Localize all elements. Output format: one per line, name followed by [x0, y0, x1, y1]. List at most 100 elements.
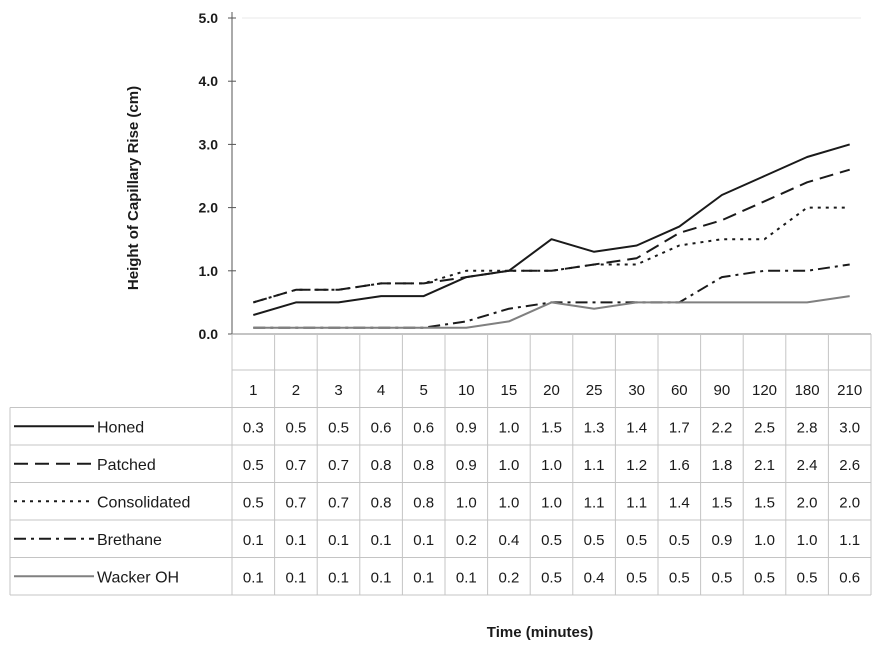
series-line-consolidated: [253, 206, 850, 304]
data-label: 1.0: [541, 494, 562, 511]
data-label: 2.0: [797, 494, 818, 511]
legend-label: Consolidated: [97, 494, 190, 511]
data-label: 1.1: [839, 532, 860, 549]
y-tick-label: 0.0: [199, 326, 219, 342]
data-label: 0.6: [839, 569, 860, 586]
data-label: 0.8: [371, 494, 392, 511]
legend-label: Brethane: [97, 532, 162, 549]
y-axis-title: Height of Capillary Rise (cm): [125, 86, 142, 290]
data-label: 0.4: [584, 569, 605, 586]
data-label: 1.6: [669, 457, 690, 474]
data-label: 1.3: [584, 419, 605, 436]
data-label: 0.9: [456, 419, 477, 436]
data-label: 1.1: [584, 494, 605, 511]
y-tick-label: 4.0: [199, 73, 219, 89]
data-label: 0.7: [285, 457, 306, 474]
plot-lines: [253, 143, 850, 329]
data-label: 0.5: [754, 569, 775, 586]
legend-label: Wacker OH: [97, 569, 179, 586]
x-category-label: 25: [586, 382, 603, 399]
data-label: 0.1: [371, 532, 392, 549]
data-label: 0.5: [243, 457, 264, 474]
data-label: 0.1: [413, 569, 434, 586]
data-label: 1.0: [498, 457, 519, 474]
data-label: 0.6: [413, 419, 434, 436]
data-label: 0.5: [328, 419, 349, 436]
data-label: 0.7: [328, 457, 349, 474]
y-tick-label: 3.0: [199, 136, 219, 152]
data-table-grid: [9, 333, 872, 596]
data-label: 1.7: [669, 419, 690, 436]
data-label: 2.2: [711, 419, 732, 436]
data-label: 1.5: [541, 419, 562, 436]
x-category-label: 15: [501, 382, 518, 399]
x-category-label: 5: [420, 382, 428, 399]
data-label: 0.1: [285, 569, 306, 586]
data-label: 2.6: [839, 457, 860, 474]
y-axis: 0.0 1.0 2.0 3.0 4.0 5.0: [199, 10, 861, 342]
x-category-label: 3: [334, 382, 342, 399]
x-category-label: 180: [795, 382, 820, 399]
data-label: 0.3: [243, 419, 264, 436]
data-label: 2.5: [754, 419, 775, 436]
data-label: 0.8: [413, 494, 434, 511]
data-label: 0.1: [328, 569, 349, 586]
series-line-brethane: [253, 263, 850, 329]
data-label: 1.8: [711, 457, 732, 474]
x-category-label: 2: [292, 382, 300, 399]
data-label: 0.4: [498, 532, 519, 549]
data-label: 1.4: [669, 494, 690, 511]
y-tick-label: 2.0: [199, 200, 219, 216]
data-label: 0.9: [711, 532, 732, 549]
x-category-label: 4: [377, 382, 385, 399]
x-category-label: 210: [837, 382, 862, 399]
x-category-label: 30: [628, 382, 645, 399]
x-category-label: 60: [671, 382, 688, 399]
data-label: 0.5: [626, 569, 647, 586]
data-label: 3.0: [839, 419, 860, 436]
data-label: 1.4: [626, 419, 647, 436]
data-label: 0.1: [285, 532, 306, 549]
data-label: 1.0: [498, 419, 519, 436]
data-label: 1.5: [754, 494, 775, 511]
data-label: 0.1: [328, 532, 349, 549]
data-label: 1.1: [626, 494, 647, 511]
data-label: 0.5: [669, 532, 690, 549]
data-label: 0.1: [413, 532, 434, 549]
data-label: 1.0: [541, 457, 562, 474]
data-label: 0.5: [541, 532, 562, 549]
legend: Honed Patched Consolidated Brethane Wacker O…: [14, 419, 190, 586]
data-label: 0.7: [285, 494, 306, 511]
data-label: 1.0: [456, 494, 477, 511]
legend-label: Honed: [97, 419, 144, 436]
x-category-label: 10: [458, 382, 475, 399]
data-label: 1.0: [498, 494, 519, 511]
data-label: 0.1: [243, 532, 264, 549]
data-label: 0.7: [328, 494, 349, 511]
data-label: 2.4: [797, 457, 818, 474]
data-label: 0.5: [797, 569, 818, 586]
data-label: 0.5: [669, 569, 690, 586]
data-label: 2.0: [839, 494, 860, 511]
x-category-label: 20: [543, 382, 560, 399]
data-label: 0.5: [626, 532, 647, 549]
data-label: 0.5: [584, 532, 605, 549]
x-axis-title: Time (minutes): [487, 624, 593, 641]
data-label: 0.5: [541, 569, 562, 586]
data-table: 1 2 3 4 5 10 15 20 25 30 60 90 120 180 210 0.3 0.5 0.5 0.6…: [243, 382, 862, 587]
x-category-label: 1: [249, 382, 257, 399]
data-label: 0.1: [243, 569, 264, 586]
x-category-label: 90: [714, 382, 731, 399]
y-tick-label: 1.0: [199, 263, 219, 279]
data-label: 0.2: [456, 532, 477, 549]
data-label: 0.5: [243, 494, 264, 511]
y-tick-label: 5.0: [199, 10, 219, 26]
data-label: 0.2: [498, 569, 519, 586]
data-label: 0.5: [285, 419, 306, 436]
data-label: 0.1: [371, 569, 392, 586]
legend-label: Patched: [97, 457, 156, 474]
data-label: 1.5: [711, 494, 732, 511]
data-label: 0.8: [413, 457, 434, 474]
data-label: 1.2: [626, 457, 647, 474]
